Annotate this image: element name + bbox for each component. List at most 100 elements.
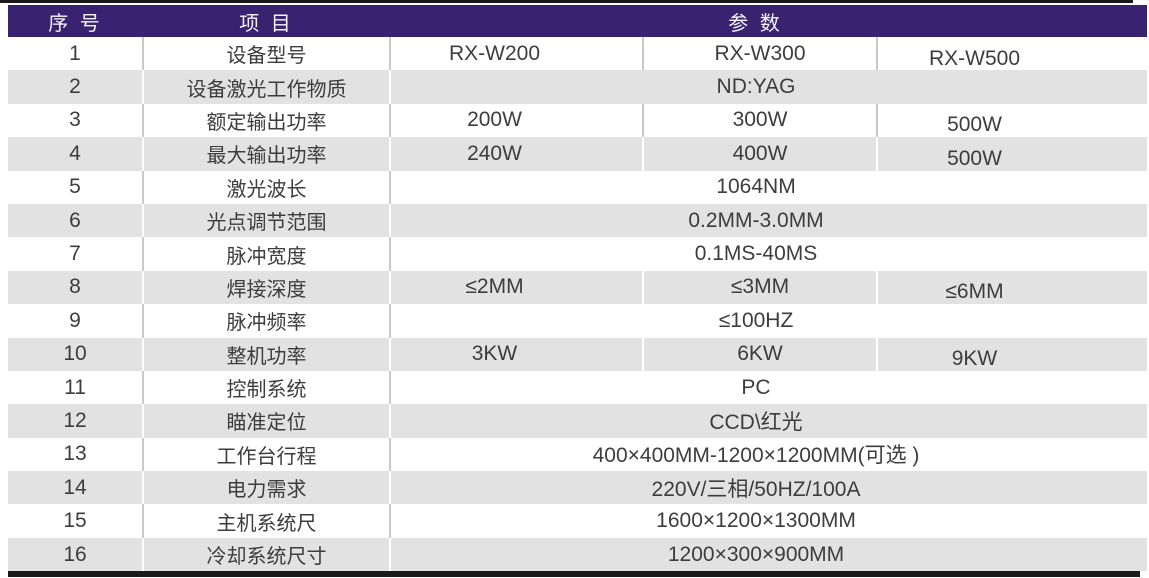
param-cell-text: ≤3MM	[730, 275, 790, 299]
table-row: 6 光点调节范围 0.2MM-3.0MM	[8, 203, 1148, 238]
item-cell-text: 控制系统	[226, 379, 307, 402]
item-cell-text: 工作台行程	[216, 445, 317, 468]
merged-param-cell-text: 400×400MM-1200×1200MM(可选 )	[592, 444, 920, 468]
param-cell: 500W	[875, 137, 1148, 171]
row-number-cell-text: 13	[63, 442, 87, 466]
param-cell-text: RX-W500	[929, 46, 1021, 70]
item-cell: 脉冲宽度	[142, 237, 390, 271]
item-cell: 冷却系统尺寸	[142, 537, 390, 572]
row-number-cell: 12	[8, 404, 143, 437]
item-cell-text: 设备激光工作物质	[186, 78, 347, 101]
header-cell-params: 参 数	[390, 5, 1148, 37]
row-number-cell-text: 15	[63, 509, 87, 533]
merged-param-cell-text: 1600×1200×1300MM	[656, 509, 856, 533]
param-cell: RX-W300	[642, 37, 877, 71]
table-row: 11 控制系统 PC	[8, 370, 1148, 405]
table-row: 1 设备型号 RX-W200 RX-W300 RX-W500	[8, 37, 1148, 71]
row-number-cell: 7	[8, 237, 143, 270]
row-number-cell-text: 3	[69, 108, 81, 132]
param-cell: ≤6MM	[875, 270, 1148, 305]
item-cell-text: 激光波长	[226, 178, 307, 201]
param-cell: ≤2MM	[389, 270, 643, 305]
item-cell: 激光波长	[142, 170, 390, 204]
row-number-cell: 1	[8, 37, 143, 70]
merged-param-cell: CCD\红光	[388, 404, 1148, 438]
row-number-cell: 9	[8, 304, 143, 337]
row-number-cell-text: 9	[69, 308, 81, 332]
merged-param-cell: 400×400MM-1200×1200MM(可选 )	[388, 437, 1148, 472]
merged-param-cell: 220V/三相/50HZ/100A	[388, 471, 1148, 505]
param-cell-text: 400W	[732, 141, 788, 165]
row-number-cell-text: 1	[69, 41, 81, 65]
param-cell: 6KW	[642, 337, 877, 371]
row-number-cell-text: 7	[69, 242, 81, 266]
item-cell: 工作台行程	[142, 437, 390, 472]
merged-param-cell-text: 0.1MS-40MS	[694, 242, 818, 266]
merged-param-cell-text: CCD\红光	[709, 410, 803, 434]
param-cell: 500W	[875, 103, 1148, 138]
row-number-cell-text: 16	[63, 542, 87, 566]
item-cell: 主机系统尺	[142, 504, 390, 538]
row-number-cell-text: 5	[69, 175, 81, 199]
merged-param-cell: ND:YAG	[388, 70, 1148, 104]
row-number-cell-text: 12	[63, 408, 87, 432]
merged-param-cell: 0.1MS-40MS	[388, 237, 1148, 271]
table-row: 2 设备激光工作物质 ND:YAG	[8, 70, 1148, 104]
table-row: 13 工作台行程 400×400MM-1200×1200MM(可选 )	[8, 437, 1148, 472]
row-number-cell: 11	[8, 371, 143, 404]
table-row: 10 整机功率 3KW 6KW 9KW	[8, 337, 1148, 371]
item-cell: 控制系统	[142, 370, 390, 405]
row-number-cell-text: 10	[63, 342, 87, 366]
item-cell-text: 额定输出功率	[206, 111, 327, 134]
merged-param-cell: 1064NM	[388, 170, 1148, 204]
row-number-cell: 10	[8, 338, 143, 371]
merged-param-cell: 1600×1200×1300MM	[388, 504, 1148, 538]
table-row: 9 脉冲频率 ≤100HZ	[8, 304, 1148, 338]
merged-param-cell-text: PC	[741, 375, 771, 399]
row-number-cell: 14	[8, 471, 143, 504]
merged-param-cell: 1200×300×900MM	[388, 537, 1148, 572]
param-cell-text: RX-W300	[714, 41, 806, 65]
param-cell: ≤3MM	[642, 270, 877, 305]
param-cell-text: ≤6MM	[945, 280, 1004, 304]
param-cell-text: RX-W200	[448, 41, 541, 65]
table-row: 7 脉冲宽度 0.1MS-40MS	[8, 237, 1148, 271]
row-number-cell: 3	[8, 104, 143, 137]
merged-param-cell-text: 220V/三相/50HZ/100A	[651, 477, 861, 501]
item-cell-text: 最大输出功率	[206, 145, 327, 168]
row-number-cell-text: 6	[69, 208, 81, 232]
param-cell-text: ≤2MM	[465, 275, 524, 299]
table-row: 14 电力需求 220V/三相/50HZ/100A	[8, 471, 1148, 505]
spec-table-body: 1 设备型号 RX-W200 RX-W300 RX-W500 2 设备激光工作物质 ND:YA…	[8, 37, 1148, 572]
bottom-accent-bar	[8, 571, 1140, 577]
table-row: 16 冷却系统尺寸 1200×300×900MM	[8, 537, 1148, 572]
table-row: 12 瞄准定位 CCD\红光	[8, 404, 1148, 438]
merged-param-cell-text: 1200×300×900MM	[667, 542, 845, 566]
param-cell: 200W	[389, 103, 643, 138]
table-row: 8 焊接深度 ≤2MM ≤3MM ≤6MM	[8, 270, 1148, 305]
param-cell: 240W	[389, 137, 643, 171]
row-number-cell-text: 2	[69, 75, 81, 99]
header-row: 序 号 项 目 参 数	[8, 5, 1148, 37]
row-number-cell: 8	[8, 271, 143, 304]
item-cell: 焊接深度	[142, 270, 390, 305]
item-cell-text: 瞄准定位	[226, 412, 307, 435]
item-cell: 最大输出功率	[142, 137, 390, 171]
item-cell: 电力需求	[142, 471, 390, 505]
item-cell-text: 焊接深度	[226, 278, 307, 301]
item-cell-text: 冷却系统尺寸	[206, 546, 327, 569]
item-cell: 整机功率	[142, 337, 390, 371]
row-number-cell-text: 8	[69, 275, 81, 299]
item-cell-text: 脉冲频率	[226, 312, 307, 335]
merged-param-cell: ≤100HZ	[388, 304, 1148, 338]
param-cell-text: 300W	[732, 108, 788, 132]
item-cell-text: 光点调节范围	[206, 212, 327, 235]
item-cell: 额定输出功率	[142, 103, 390, 138]
param-cell-text: 500W	[947, 113, 1002, 137]
param-cell: 400W	[642, 137, 877, 171]
merged-param-cell: 0.2MM-3.0MM	[388, 203, 1148, 238]
table-row: 15 主机系统尺 1600×1200×1300MM	[8, 504, 1148, 538]
row-number-cell: 16	[8, 538, 143, 571]
param-cell-text: 200W	[467, 108, 522, 132]
row-number-cell-text: 11	[64, 375, 86, 399]
